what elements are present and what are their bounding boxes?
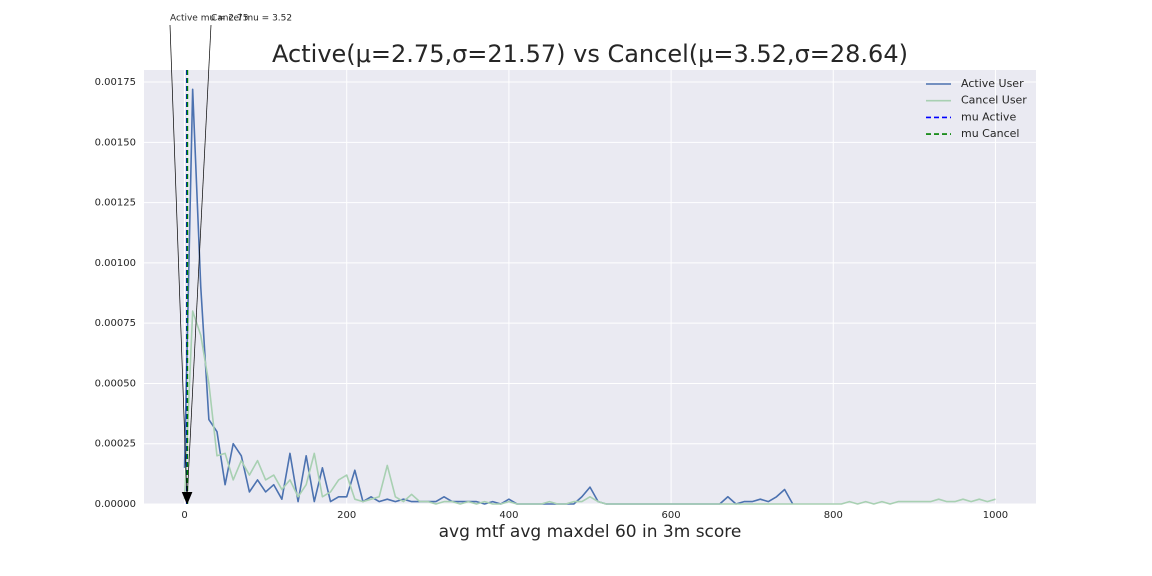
- legend-label: Cancel User: [961, 94, 1027, 107]
- x-axis-label: avg mtf avg maxdel 60 in 3m score: [439, 522, 742, 542]
- x-tick-label: 1000: [983, 510, 1008, 521]
- y-tick-label: 0.00050: [95, 378, 136, 389]
- legend-label: Active User: [961, 77, 1024, 90]
- plot-area: [144, 70, 1036, 504]
- arrow-head: [182, 492, 193, 504]
- x-tick-label: 400: [499, 510, 518, 521]
- y-tick-label: 0.00025: [95, 439, 136, 450]
- legend-label: mu Active: [961, 110, 1016, 123]
- y-tick-label: 0.00100: [95, 258, 136, 269]
- line-series: [183, 310, 996, 505]
- annotation: Cancel mu = 3.52: [211, 14, 292, 24]
- x-tick-label: 800: [824, 510, 843, 521]
- annotation-arrow: [169, 24, 188, 495]
- y-tick-label: 0.00150: [95, 137, 136, 148]
- chart-title: Active(μ=2.75,σ=21.57) vs Cancel(μ=3.52,…: [272, 40, 908, 68]
- annotation: Active mu = 2.75: [170, 14, 248, 24]
- y-tick-label: 0.00000: [95, 499, 136, 510]
- annotation-arrow: [187, 24, 212, 495]
- x-tick-label: 0: [181, 510, 187, 521]
- y-tick-label: 0.00075: [95, 318, 136, 329]
- y-tick-label: 0.00125: [95, 198, 136, 209]
- x-tick-label: 600: [662, 510, 681, 521]
- x-tick-label: 200: [337, 510, 356, 521]
- y-tick-label: 0.00175: [95, 77, 136, 88]
- legend-label: mu Cancel: [961, 127, 1019, 140]
